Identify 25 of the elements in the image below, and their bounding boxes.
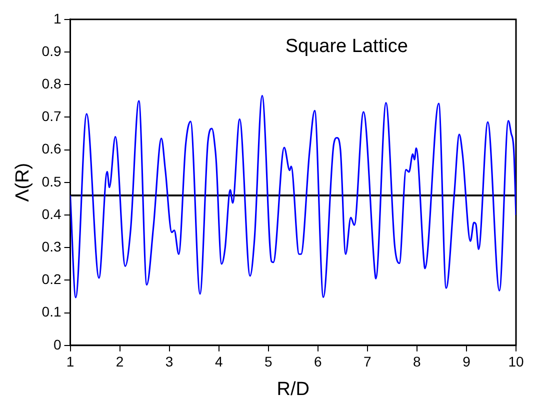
x-tick-label: 9: [462, 354, 471, 370]
y-tick-label: 0.8: [42, 75, 62, 92]
x-tick-label: 2: [116, 354, 124, 370]
y-tick-label: 0.3: [42, 238, 62, 254]
text: Square Lattice: [285, 36, 408, 58]
x-axis-title: R/D: [276, 378, 310, 400]
x-tick-label: 8: [413, 354, 422, 370]
y-tick-label: 0.6: [42, 140, 62, 157]
line-series: [70, 94, 516, 298]
y-axis-title: Λ(R): [12, 162, 34, 202]
x-tick-label: 5: [264, 354, 272, 370]
y-tick-label: 0.2: [42, 271, 62, 288]
y-tick-label: 0.5: [42, 173, 62, 190]
x-tick-label: 4: [214, 354, 223, 370]
y-tick-label: 1: [53, 10, 62, 26]
y-tick-label: 0: [53, 336, 62, 352]
y-tick-label: 0.9: [42, 42, 62, 59]
x-tick-label: 6: [314, 354, 322, 370]
x-tick-label: 7: [364, 354, 372, 370]
x-tick-label: 3: [165, 354, 174, 370]
y-tick-label: 0.4: [42, 206, 62, 222]
y-tick-label: 0.7: [42, 108, 62, 124]
x-tick-label: 10: [508, 354, 524, 370]
y-tick-label: 0.1: [42, 304, 62, 320]
x-tick-label: 1: [66, 354, 74, 370]
